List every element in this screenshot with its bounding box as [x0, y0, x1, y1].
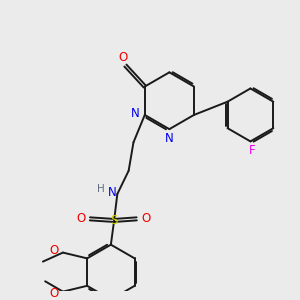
Text: O: O	[76, 212, 86, 225]
Text: F: F	[249, 144, 255, 157]
Text: H: H	[97, 184, 105, 194]
Text: O: O	[118, 51, 128, 64]
Text: O: O	[49, 287, 58, 300]
Text: N: N	[165, 132, 174, 145]
Text: O: O	[49, 244, 58, 257]
Text: S: S	[110, 214, 118, 227]
Text: N: N	[131, 107, 140, 120]
Text: N: N	[108, 186, 117, 199]
Text: O: O	[141, 212, 150, 225]
